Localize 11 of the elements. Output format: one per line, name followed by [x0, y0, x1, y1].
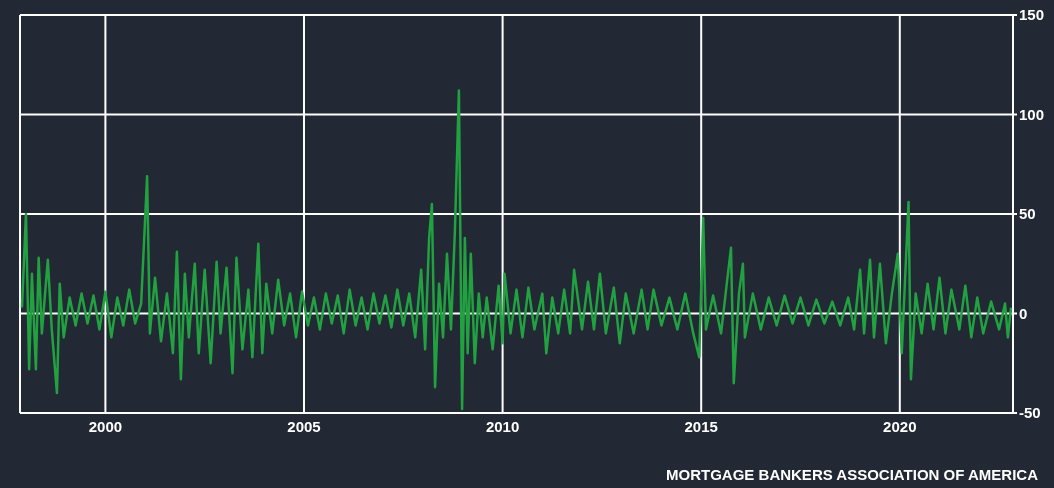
y-tick-label: 50	[1019, 205, 1036, 223]
x-tick-label: 2020	[883, 417, 917, 435]
y-tick-label: 100	[1019, 105, 1045, 123]
y-tick-label: 150	[1019, 6, 1045, 24]
y-tick-label: 0	[1019, 304, 1028, 322]
x-tick-label: 2015	[684, 417, 718, 435]
text: MORTGAGE BANKERS ASSOCIATION OF AMERICA	[666, 466, 1038, 483]
x-tick-label: 2000	[88, 417, 123, 435]
x-tick-label: 2010	[485, 417, 520, 435]
y-tick-label: -50	[1019, 404, 1041, 422]
x-tick-label: 2005	[287, 417, 321, 435]
